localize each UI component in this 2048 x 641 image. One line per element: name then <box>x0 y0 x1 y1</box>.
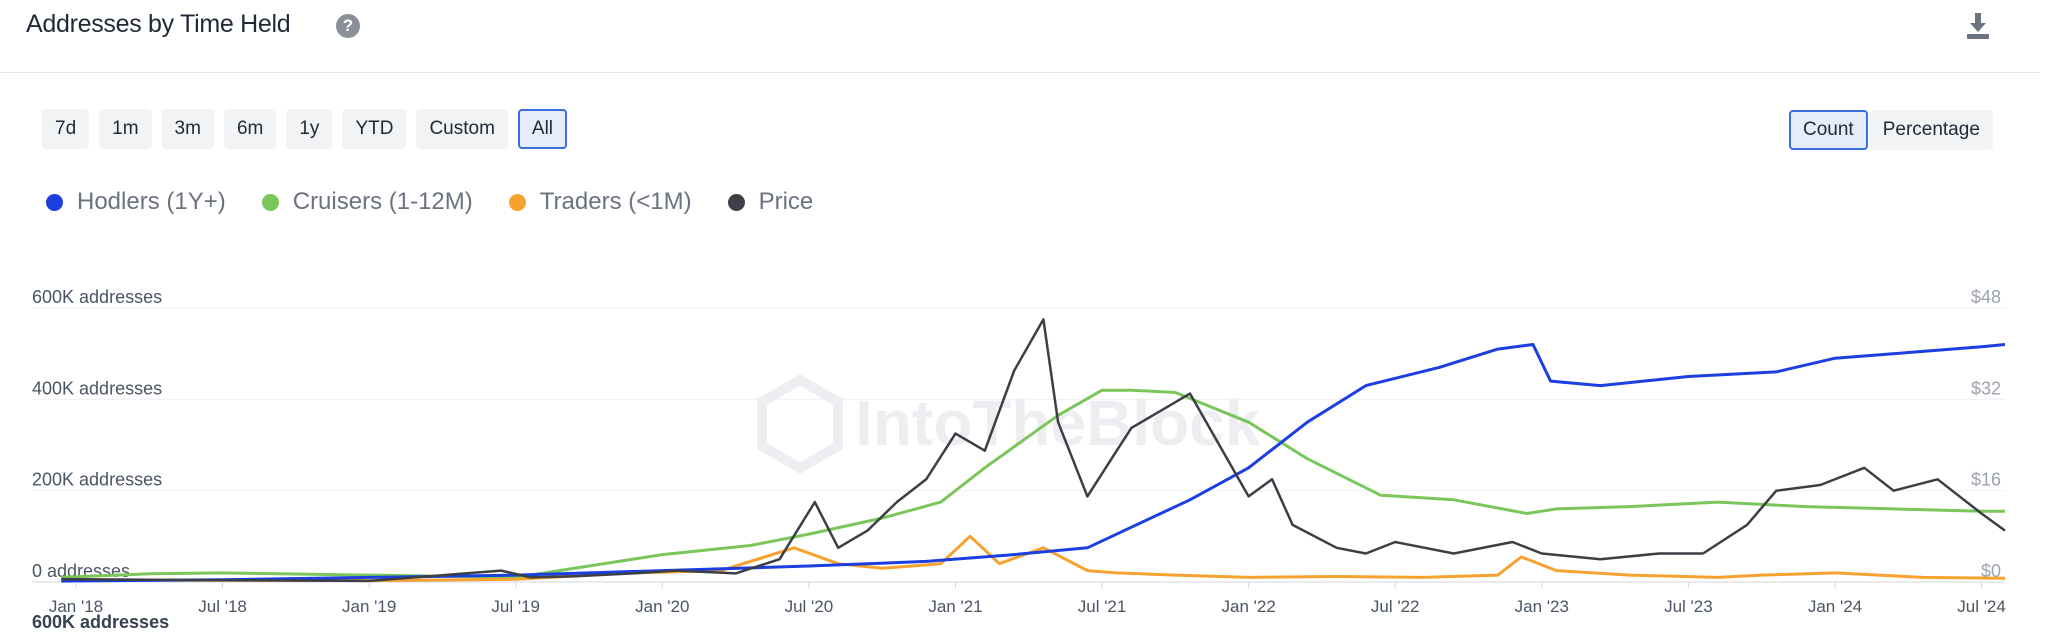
range-button-1m[interactable]: 1m <box>99 109 152 149</box>
legend-dot-traders <box>508 193 526 211</box>
y-right-tick-label: $16 <box>1971 470 2001 490</box>
x-tick-label: Jul '19 <box>491 597 540 616</box>
legend-label-hodlers: Hodlers (1Y+) <box>77 188 226 215</box>
legend-label-price: Price <box>758 188 814 215</box>
series-lines <box>61 318 2006 583</box>
watermark: IntoTheBlock <box>757 374 1261 474</box>
legend-label-cruisers: Cruisers (1-12M) <box>292 188 473 215</box>
range-button-3m[interactable]: 3m <box>161 109 214 149</box>
legend-dot-hodlers <box>46 193 63 211</box>
bottom-axis-label: 600K addresses <box>32 612 169 632</box>
series-line-price[interactable] <box>61 318 2006 583</box>
x-tick-label: Jan '18 <box>49 597 103 616</box>
y-right-tick-label: $48 <box>1971 287 2001 307</box>
series-line-cruisers-1-12m[interactable] <box>61 388 2005 579</box>
help-icon[interactable]: ? <box>336 14 360 38</box>
legend-item-cruisers[interactable]: Cruisers (1-12M) <box>261 188 473 216</box>
x-axis-labels: Jan '18 Jul '18 Jan '19 Jul '19 Jan '20 Jul '… <box>49 582 2006 616</box>
range-button-ytd[interactable]: YTD <box>342 109 407 149</box>
series-line-hodlers-1y[interactable] <box>61 343 2006 583</box>
x-tick-label: Jul '18 <box>198 597 247 616</box>
x-tick-label: Jul '20 <box>785 597 834 616</box>
x-tick-label: Jan '23 <box>1515 597 1569 616</box>
range-button-6m[interactable]: 6m <box>223 109 277 149</box>
legend-dot-cruisers <box>261 193 279 211</box>
watermark-logo <box>757 374 843 474</box>
x-tick-label: Jan '19 <box>342 597 396 616</box>
time-range-selector: 7d 1m 3m 6m 1y YTD Custom All <box>42 109 568 149</box>
grid-lines <box>32 307 2005 583</box>
x-tick-label: Jan '22 <box>1221 597 1275 616</box>
mode-selector: Count Percentage <box>1789 110 1993 150</box>
x-tick-label: Jan '24 <box>1808 597 1862 616</box>
x-tick-label: Jan '20 <box>635 597 689 616</box>
range-button-7d[interactable]: 7d <box>42 109 90 149</box>
x-tick-label: Jul '24 <box>1957 597 2006 616</box>
chart-legend: Hodlers (1Y+) Cruisers (1-12M) Traders (… <box>46 188 813 216</box>
range-button-1y[interactable]: 1y <box>286 109 333 149</box>
y-left-tick-label: 400K addresses <box>32 378 162 398</box>
y-right-tick-label: $32 <box>1971 378 2001 398</box>
x-tick-label: Jan '21 <box>928 597 982 616</box>
x-tick-label: Jul '23 <box>1664 597 1713 616</box>
y-right-tick-label: $0 <box>1981 561 2001 581</box>
download-icon[interactable] <box>1962 10 1994 42</box>
mode-button-count[interactable]: Count <box>1789 110 1868 150</box>
mode-button-percentage[interactable]: Percentage <box>1869 110 1993 150</box>
page-title: Addresses by Time Held <box>26 10 291 38</box>
legend-item-price[interactable]: Price <box>727 188 814 216</box>
right-axis-labels: $0 $16 $32 $48 <box>1971 287 2001 581</box>
y-left-tick-label: 200K addresses <box>32 470 162 490</box>
y-left-tick-label: 600K addresses <box>32 287 162 307</box>
legend-item-hodlers[interactable]: Hodlers (1Y+) <box>46 188 226 216</box>
chart-header: Addresses by Time Held ? <box>0 0 2040 73</box>
x-tick-label: Jul '22 <box>1371 597 1420 616</box>
range-button-custom[interactable]: Custom <box>416 109 508 149</box>
legend-item-traders[interactable]: Traders (<1M) <box>508 188 692 216</box>
legend-label-traders: Traders (<1M) <box>539 188 692 215</box>
range-button-all[interactable]: All <box>517 109 568 149</box>
x-tick-label: Jul '21 <box>1078 597 1127 616</box>
legend-dot-price <box>727 193 745 211</box>
